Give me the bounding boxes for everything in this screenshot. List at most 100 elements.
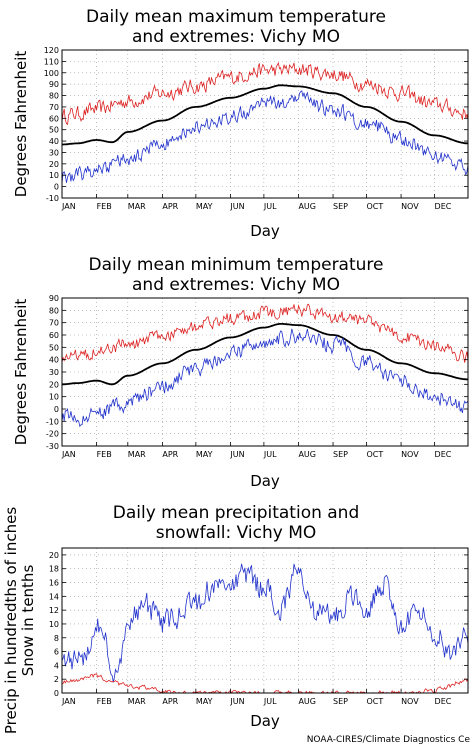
- chart-title-line: snowfall: Vichy MO: [156, 523, 317, 543]
- y-axis-label: Precip in hundredths of inches: [2, 507, 20, 734]
- x-tick-label: JUN: [229, 202, 244, 211]
- x-tick-label: AUG: [298, 697, 316, 706]
- y-tick-label: 90: [49, 294, 59, 303]
- y-tick-label: 80: [49, 306, 59, 315]
- chart-title-line: Daily mean minimum temperature: [89, 255, 384, 275]
- x-tick-label: DEC: [435, 697, 452, 706]
- x-tick-label: MAR: [128, 697, 146, 706]
- y-tick-label: 10: [49, 620, 59, 629]
- y-tick-label: 2: [54, 675, 59, 684]
- x-tick-label: JUL: [263, 202, 277, 211]
- y-tick-label: 120: [44, 46, 59, 55]
- y-tick-label: 70: [49, 103, 59, 112]
- y-tick-label: 50: [49, 126, 59, 135]
- x-tick-label: AUG: [298, 202, 316, 211]
- x-tick-label: MAR: [128, 450, 146, 459]
- x-tick-label: JUL: [263, 450, 277, 459]
- series-line-mean: [62, 322, 468, 386]
- y-tick-label: -20: [46, 430, 59, 439]
- x-tick-label: NOV: [401, 697, 419, 706]
- y-tick-label: 30: [49, 368, 59, 377]
- series-line-mean: [62, 84, 469, 146]
- x-tick-label: FEB: [97, 450, 112, 459]
- y-tick-label: 100: [44, 69, 59, 78]
- x-tick-label: NOV: [401, 202, 419, 211]
- y-tick-label: 20: [49, 551, 59, 560]
- chart-title-line: and extremes: Vichy MO: [132, 275, 340, 295]
- x-tick-label: FEB: [97, 202, 112, 211]
- series-line-snow: [61, 673, 469, 694]
- y-tick-label: 60: [49, 331, 59, 340]
- x-tick-label: APR: [162, 697, 178, 706]
- x-tick-label: MAY: [196, 697, 213, 706]
- series-line-record_high: [61, 61, 469, 125]
- y-axis-label: Degrees Fahrenheit: [12, 51, 30, 198]
- plot-frame: [61, 547, 469, 694]
- chart-title-line: and extremes: Vichy MO: [132, 27, 340, 47]
- y-tick-label: 0: [54, 405, 59, 414]
- x-axis-label: Day: [250, 712, 280, 730]
- y-axis-label: Degrees Fahrenheit: [12, 299, 30, 446]
- chart-title-line: Daily mean maximum temperature: [86, 7, 386, 27]
- x-tick-label: DEC: [435, 450, 452, 459]
- x-tick-label: APR: [162, 202, 178, 211]
- series-line-precip: [61, 563, 469, 683]
- x-tick-label: APR: [162, 450, 178, 459]
- x-tick-label: JAN: [61, 450, 76, 459]
- x-tick-label: MAR: [128, 202, 146, 211]
- x-tick-label: MAY: [196, 450, 213, 459]
- y-tick-label: 20: [49, 160, 59, 169]
- y-tick-label: 0: [54, 689, 59, 698]
- y-tick-label: 8: [54, 634, 59, 643]
- y-tick-label: 40: [49, 137, 59, 146]
- y-tick-label: 18: [49, 565, 59, 574]
- x-tick-label: JUL: [263, 697, 277, 706]
- x-axis-label: Day: [250, 222, 280, 240]
- y-tick-label: 70: [49, 319, 59, 328]
- credit-text: NOAA-CIRES/Climate Diagnostics Ce: [307, 735, 471, 745]
- y-tick-label: 40: [49, 356, 59, 365]
- x-tick-label: OCT: [367, 202, 384, 211]
- y-tick-label: 110: [44, 57, 59, 66]
- x-tick-label: AUG: [298, 450, 316, 459]
- x-tick-label: OCT: [367, 697, 384, 706]
- y-tick-label: 14: [49, 592, 59, 601]
- y-tick-label: 4: [54, 661, 59, 670]
- x-tick-label: SEP: [333, 450, 348, 459]
- y-tick-label: 0: [54, 183, 59, 192]
- y-tick-label: 30: [49, 148, 59, 157]
- series-line-record_low: [61, 90, 469, 184]
- series-line-record_low: [61, 328, 469, 428]
- y-tick-label: 20: [49, 380, 59, 389]
- x-tick-label: JAN: [61, 697, 76, 706]
- y-axis-label: Snow in tenths: [19, 565, 37, 677]
- y-tick-label: 50: [49, 343, 59, 352]
- x-tick-label: JAN: [61, 202, 76, 211]
- x-tick-label: JUN: [229, 450, 244, 459]
- chart-title-line: Daily mean precipitation and: [113, 503, 360, 523]
- y-tick-label: -10: [46, 194, 59, 203]
- x-tick-label: JUN: [229, 697, 244, 706]
- plot-frame: [61, 49, 469, 199]
- x-tick-label: SEP: [333, 697, 348, 706]
- y-tick-label: 6: [54, 648, 59, 657]
- y-tick-label: 80: [49, 92, 59, 101]
- y-tick-label: -10: [46, 417, 59, 426]
- y-tick-label: 12: [49, 606, 59, 615]
- y-tick-label: 10: [49, 171, 59, 180]
- y-tick-label: 60: [49, 114, 59, 123]
- x-tick-label: NOV: [401, 450, 419, 459]
- x-tick-label: SEP: [333, 202, 348, 211]
- y-tick-label: 16: [49, 579, 59, 588]
- y-tick-label: 10: [49, 393, 59, 402]
- x-tick-label: FEB: [97, 697, 112, 706]
- y-tick-label: -30: [46, 442, 59, 451]
- x-tick-label: OCT: [367, 450, 384, 459]
- x-tick-label: MAY: [196, 202, 213, 211]
- x-axis-label: Day: [250, 472, 280, 490]
- series-line-record_high: [61, 303, 469, 363]
